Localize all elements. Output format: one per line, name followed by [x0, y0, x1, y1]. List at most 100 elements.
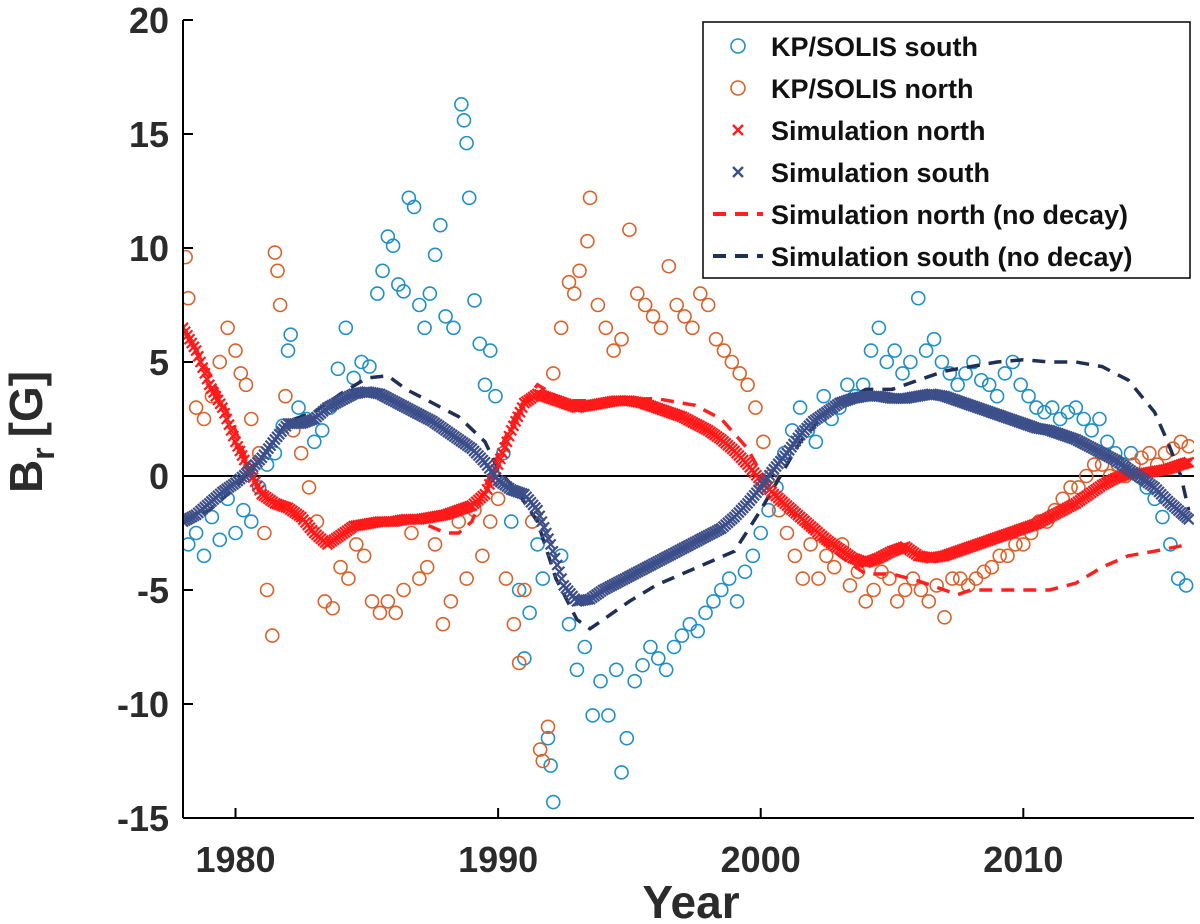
data-point: [950, 377, 965, 393]
data-point: [1076, 411, 1092, 427]
data-point: [740, 377, 755, 393]
data-point: [517, 651, 532, 666]
data-point: [330, 361, 346, 377]
data-point: [729, 594, 745, 609]
data-point: [1005, 354, 1021, 370]
legend-box: [702, 21, 1191, 279]
data-point: [188, 525, 204, 541]
data-point: [356, 548, 372, 564]
data-point: [651, 651, 666, 666]
data-point: [981, 377, 997, 393]
data-point: [427, 247, 443, 263]
data-point: [903, 354, 918, 370]
data-point: [412, 571, 427, 586]
data-point: [708, 331, 724, 347]
data-point: [314, 423, 330, 438]
data-point: [685, 320, 700, 336]
x-tick-label: 2000: [721, 839, 801, 880]
data-point: [438, 309, 453, 324]
data-point: [619, 730, 635, 746]
data-point: [756, 434, 771, 450]
data-point: [544, 538, 557, 551]
data-point: [910, 290, 926, 306]
data-point: [396, 284, 411, 299]
data-point: [1178, 578, 1194, 593]
data-point: [937, 610, 952, 625]
data-point: [341, 571, 356, 586]
data-point: [467, 293, 482, 308]
data-point: [958, 366, 973, 381]
data-point: [477, 377, 493, 393]
data-point: [753, 525, 769, 541]
data-point: [293, 445, 309, 461]
data-point: [555, 572, 568, 585]
data-point: [1182, 456, 1194, 469]
data-point: [506, 616, 522, 632]
data-point: [446, 320, 461, 336]
data-point: [997, 366, 1013, 381]
data-point: [549, 552, 561, 564]
legend-label: Simulation south (no decay): [771, 242, 1133, 272]
data-point: [871, 320, 887, 336]
data-point: [921, 594, 937, 609]
data-point: [532, 742, 548, 757]
data-point: [661, 258, 677, 274]
data-point: [737, 564, 753, 580]
data-point: [1063, 480, 1078, 495]
y-axis-title: Br [G]: [0, 371, 61, 493]
data-point: [787, 548, 803, 564]
data-point: [535, 571, 551, 586]
data-point: [540, 730, 556, 746]
legend: KP/SOLIS south KP/SOLIS north Simulation n…: [702, 21, 1191, 279]
data-point: [593, 673, 608, 689]
data-point: [842, 578, 858, 593]
x-tick-label: 1980: [195, 839, 275, 880]
legend-label: KP/SOLIS south: [771, 32, 978, 62]
data-point: [658, 662, 674, 678]
data-point: [1013, 377, 1028, 393]
legend-marker: [732, 166, 744, 178]
data-point: [482, 514, 498, 529]
data-point: [370, 286, 385, 301]
data-point: [1155, 509, 1170, 525]
data-point: [745, 548, 761, 564]
y-tick-label: 15: [129, 114, 169, 155]
legend-item: KP/SOLIS south: [730, 32, 978, 62]
data-point: [267, 245, 283, 260]
data-point: [577, 639, 593, 655]
data-point: [498, 571, 514, 586]
legend-label: KP/SOLIS north: [771, 74, 974, 104]
data-point: [535, 753, 551, 769]
y-tick-label: -5: [137, 570, 169, 611]
data-point: [278, 388, 293, 404]
data-point: [362, 359, 377, 374]
data-point: [690, 623, 705, 639]
data-point: [897, 582, 913, 598]
data-point: [569, 662, 585, 678]
data-point: [419, 559, 435, 575]
data-point: [1079, 468, 1094, 484]
axes: 20 15 10 5 0 -5 -10 -15 1980 1990 2000 2010: [117, 0, 1194, 880]
data-point: [598, 320, 614, 336]
data-point: [1060, 404, 1076, 420]
data-point: [503, 514, 519, 529]
data-point: [582, 190, 598, 206]
y-tick-label: 20: [129, 0, 169, 41]
data-point: [522, 605, 537, 621]
data-point: [475, 548, 490, 564]
data-point: [1094, 457, 1110, 472]
data-point: [272, 297, 288, 313]
data-point: [976, 564, 992, 580]
data-point: [614, 331, 629, 347]
data-point: [1084, 423, 1099, 438]
data-point: [808, 434, 824, 450]
data-point: [454, 97, 469, 112]
data-point: [349, 537, 364, 552]
data-point: [653, 320, 669, 336]
data-point: [553, 565, 566, 578]
data-point: [580, 233, 595, 249]
data-point: [724, 354, 740, 370]
data-point: [601, 708, 616, 723]
data-point: [816, 388, 832, 404]
data-point: [545, 366, 561, 381]
